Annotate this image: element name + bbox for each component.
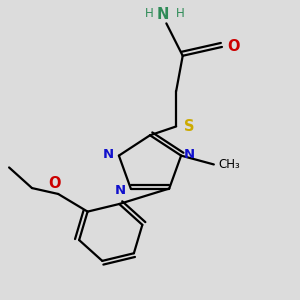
Text: N: N	[115, 184, 126, 196]
Text: N: N	[157, 7, 169, 22]
Text: S: S	[184, 119, 195, 134]
Text: H: H	[145, 8, 153, 20]
Text: CH₃: CH₃	[219, 158, 241, 171]
Text: H: H	[176, 7, 185, 20]
Text: N: N	[184, 148, 195, 161]
Text: O: O	[49, 176, 61, 191]
Text: O: O	[227, 39, 239, 54]
Text: N: N	[103, 148, 114, 161]
